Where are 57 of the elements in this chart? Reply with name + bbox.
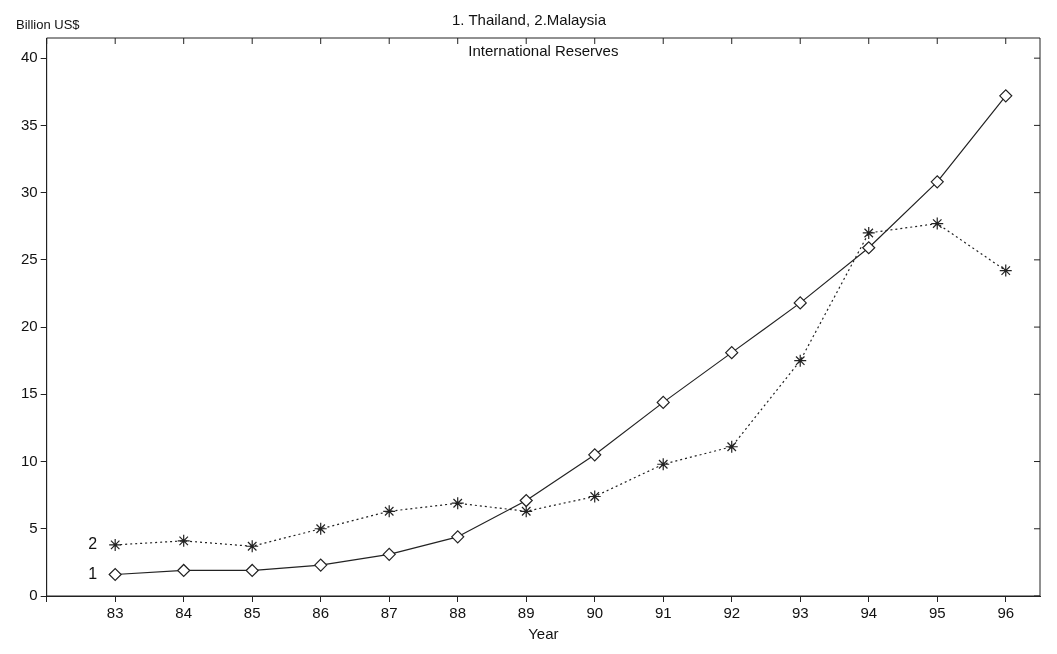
y-tick-label: 20 <box>21 317 38 335</box>
x-tick-label: 89 <box>517 604 535 622</box>
x-tick-label: 93 <box>791 604 809 622</box>
point <box>725 440 739 454</box>
x-tick-label: 84 <box>175 604 193 622</box>
x-tick-label: 88 <box>449 604 467 622</box>
y-tick-label: 35 <box>21 115 38 133</box>
y-tick-label: 5 <box>29 518 38 536</box>
x-tick-label: 96 <box>997 604 1015 622</box>
point <box>108 538 122 552</box>
y-tick-label: 10 <box>21 451 38 469</box>
point <box>382 547 396 561</box>
point <box>656 457 670 471</box>
point <box>930 175 944 189</box>
y-tick-label: 30 <box>21 182 38 200</box>
point <box>519 504 533 518</box>
point <box>177 563 191 578</box>
x-tick-label: 83 <box>106 604 124 622</box>
point <box>245 539 259 553</box>
x-tick-label: 85 <box>243 604 261 622</box>
point <box>314 522 328 536</box>
point <box>725 346 739 360</box>
point <box>108 567 122 582</box>
point <box>382 504 396 518</box>
x-tick-label: 91 <box>654 604 672 622</box>
point <box>793 354 807 368</box>
y-tick-label: 0 <box>29 586 38 604</box>
chart-subtitle: International Reserves <box>468 41 619 59</box>
x-axis-title: Year <box>528 625 559 643</box>
x-tick-label: 90 <box>586 604 604 622</box>
x-tick-label: 87 <box>380 604 398 622</box>
point <box>862 226 876 240</box>
point <box>930 216 944 231</box>
point <box>451 496 465 510</box>
y-tick-label: 25 <box>21 250 38 267</box>
series-label: 1 <box>88 564 98 582</box>
point <box>314 558 328 572</box>
x-tick-label: 92 <box>723 604 741 622</box>
point <box>656 395 670 409</box>
point <box>793 296 807 310</box>
point <box>862 241 876 255</box>
x-tick-label: 94 <box>860 604 878 622</box>
x-tick-label: 95 <box>928 604 946 622</box>
point <box>999 264 1013 278</box>
y-axis-title: Billion US$ <box>16 17 81 33</box>
point <box>588 489 602 504</box>
point <box>588 448 602 462</box>
y-tick-label: 15 <box>21 384 38 402</box>
point <box>999 89 1013 103</box>
x-tick-label: 86 <box>312 604 330 622</box>
point <box>519 493 533 508</box>
series-label: 2 <box>88 535 98 553</box>
point <box>177 534 191 548</box>
chart-title: 1. Thailand, 2.Malaysia <box>452 11 607 29</box>
point <box>245 563 259 578</box>
point <box>451 530 465 544</box>
y-tick-label: 40 <box>21 48 38 66</box>
